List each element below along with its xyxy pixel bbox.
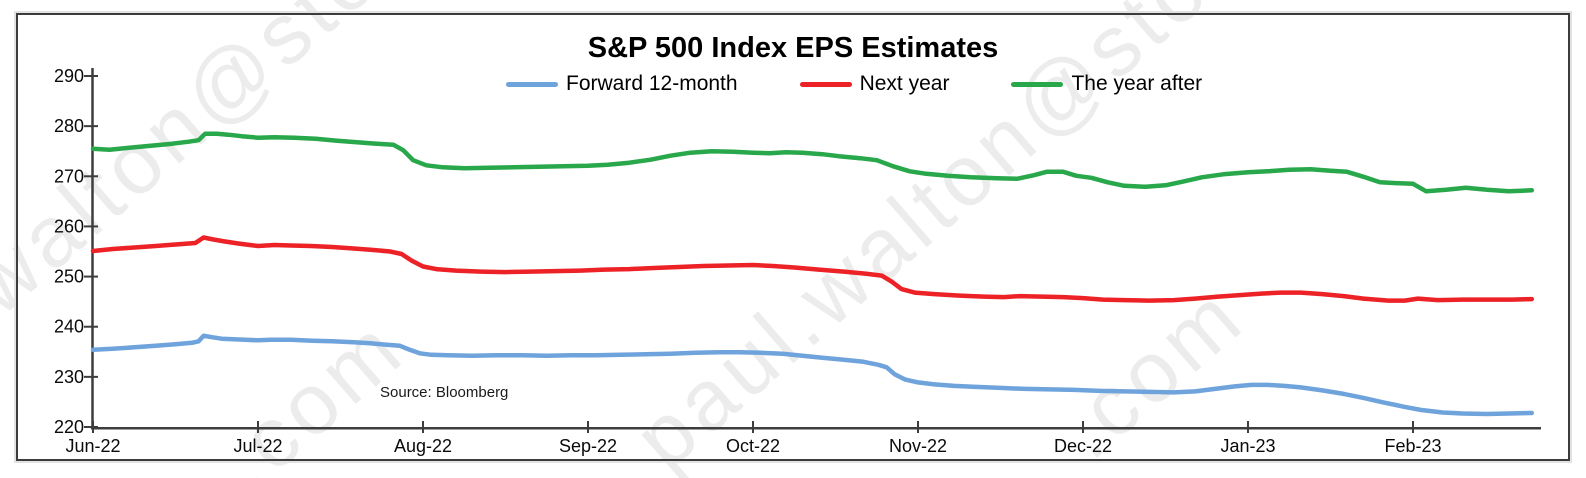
chart-title: S&P 500 Index EPS Estimates bbox=[587, 32, 999, 64]
x-tick-label: Aug-22 bbox=[394, 436, 452, 456]
series-line-forward-12-month bbox=[90, 333, 1535, 417]
y-tick-label: 270 bbox=[54, 166, 84, 186]
y-tick-label: 240 bbox=[54, 317, 84, 337]
legend-swatch-next-year bbox=[799, 81, 852, 87]
legend-item-next-year: Next year bbox=[799, 72, 950, 96]
x-tick-label: Oct-22 bbox=[726, 436, 780, 456]
legend: Forward 12-month Next year The year afte… bbox=[506, 72, 1202, 96]
legend-label-forward-12-month: Forward 12-month bbox=[566, 72, 738, 95]
legend-item-forward-12-month: Forward 12-month bbox=[506, 72, 738, 96]
y-tick-label: 230 bbox=[54, 367, 84, 387]
legend-swatch-the-year-after bbox=[1011, 81, 1064, 87]
x-tick-label: Jun-22 bbox=[65, 436, 120, 456]
x-tick-label: Jul-22 bbox=[233, 436, 282, 456]
y-tick-label: 250 bbox=[54, 267, 84, 287]
x-tick-label: Nov-22 bbox=[889, 436, 947, 456]
x-tick-label: Jan-23 bbox=[1220, 436, 1275, 456]
y-tick-label: 290 bbox=[54, 66, 84, 86]
x-tick-label: Sep-22 bbox=[559, 436, 617, 456]
legend-swatch-forward-12-month bbox=[506, 81, 558, 87]
source-note: Source: Bloomberg bbox=[380, 384, 509, 401]
legend-label-next-year: Next year bbox=[859, 72, 950, 95]
y-tick-label: 280 bbox=[54, 116, 84, 136]
y-tick-label: 220 bbox=[54, 417, 84, 437]
series-line-next-year bbox=[90, 235, 1535, 303]
x-tick-label: Dec-22 bbox=[1054, 436, 1112, 456]
y-tick-label: 260 bbox=[54, 216, 84, 236]
x-tick-label: Feb-23 bbox=[1384, 436, 1441, 456]
series-line-the-year-after bbox=[90, 131, 1535, 194]
legend-item-the-year-after: The year after bbox=[1011, 72, 1202, 96]
legend-label-the-year-after: The year after bbox=[1071, 72, 1203, 95]
